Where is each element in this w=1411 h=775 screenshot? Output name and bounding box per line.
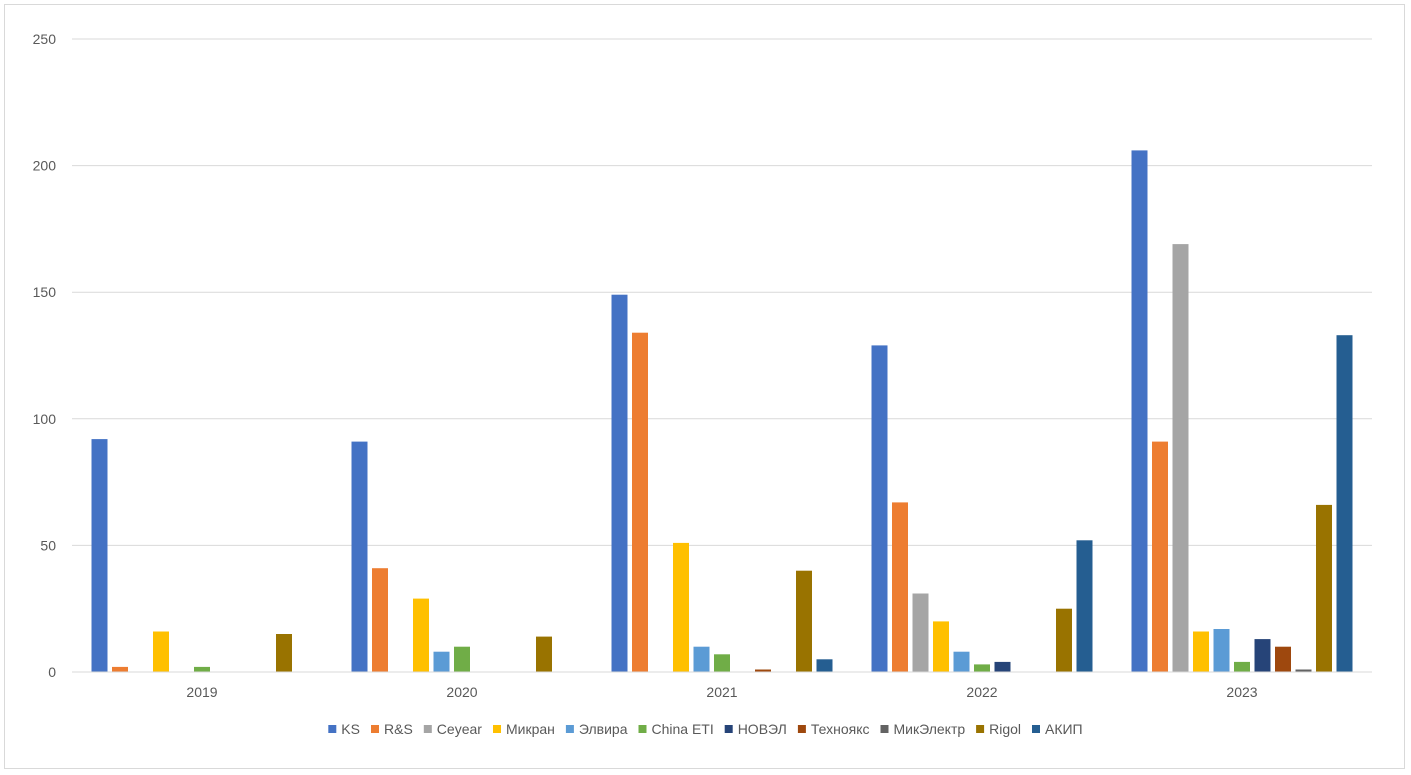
bar	[194, 666, 210, 672]
legend-swatch	[638, 725, 647, 733]
bar	[714, 654, 730, 672]
bar	[112, 666, 128, 672]
x-axis-ticks: 2019 2020 2021 2022 2023	[186, 684, 1257, 700]
legend-label: МикЭлектр	[894, 721, 966, 737]
bar	[1193, 631, 1209, 672]
bar	[413, 598, 429, 672]
legend-label: АКИП	[1045, 721, 1083, 737]
y-tick-label: 100	[33, 411, 57, 427]
bar	[892, 502, 908, 672]
y-tick-label: 200	[33, 158, 57, 174]
legend-swatch	[328, 725, 337, 733]
bar	[1254, 639, 1271, 672]
bar	[755, 669, 771, 672]
bar	[1295, 669, 1312, 672]
x-tick-label: 2019	[186, 684, 217, 700]
y-tick-label: 50	[40, 537, 56, 553]
bar	[974, 664, 990, 672]
y-axis-ticks: 0 50 100 150 200 250	[33, 31, 57, 680]
bar	[871, 345, 888, 672]
bar	[912, 593, 929, 672]
bar	[953, 651, 970, 672]
y-tick-label: 150	[33, 284, 57, 300]
y-tick-label: 0	[48, 664, 56, 680]
legend-label: KS	[341, 721, 360, 737]
y-tick-label: 250	[33, 31, 57, 47]
x-tick-label: 2021	[706, 684, 737, 700]
legend-label: Ceyear	[437, 721, 482, 737]
bar	[153, 631, 169, 672]
x-tick-label: 2022	[966, 684, 997, 700]
legend-swatch	[880, 725, 889, 733]
bar	[454, 646, 470, 672]
x-tick-label: 2020	[446, 684, 477, 700]
legend-swatch	[797, 725, 806, 733]
legend-swatch	[493, 725, 501, 733]
legend-label: Микран	[506, 721, 555, 737]
bar	[1056, 608, 1072, 672]
bar	[933, 621, 949, 672]
bar	[91, 439, 108, 672]
legend-label: Rigol	[989, 721, 1021, 737]
bar	[611, 294, 628, 672]
bar	[1316, 504, 1332, 672]
bar	[816, 659, 833, 672]
bar	[433, 651, 450, 672]
bar	[372, 568, 388, 672]
legend-label: НОВЭЛ	[738, 721, 787, 737]
bar	[1076, 540, 1093, 672]
chart-frame	[4, 4, 1405, 769]
legend-label: Элвира	[579, 721, 628, 737]
bar	[1336, 335, 1353, 672]
bar	[536, 636, 552, 672]
legend-label: China ETI	[652, 721, 714, 737]
bar	[1234, 661, 1250, 672]
legend-swatch	[423, 725, 432, 733]
bar	[693, 646, 710, 672]
legend-swatch	[565, 725, 574, 733]
legend-swatch	[1032, 725, 1040, 733]
legend-swatch	[724, 725, 733, 733]
bar	[632, 332, 648, 672]
bars	[91, 150, 1353, 672]
bar	[276, 634, 292, 672]
bar	[1172, 244, 1189, 672]
bar	[351, 441, 368, 672]
bar	[994, 661, 1011, 672]
bar	[796, 570, 812, 672]
legend-label: R&S	[384, 721, 413, 737]
legend: KS R&S Ceyear Микран Элвира China ETI НОВЭЛ Тех…	[328, 721, 1083, 737]
bar	[673, 542, 689, 672]
bar	[1275, 646, 1291, 672]
bar	[1131, 150, 1148, 672]
legend-swatch	[371, 725, 379, 733]
bar	[1213, 629, 1230, 672]
x-tick-label: 2023	[1226, 684, 1257, 700]
legend-label: Техноякс	[811, 721, 870, 737]
legend-swatch	[976, 725, 985, 733]
bar	[1152, 441, 1168, 672]
